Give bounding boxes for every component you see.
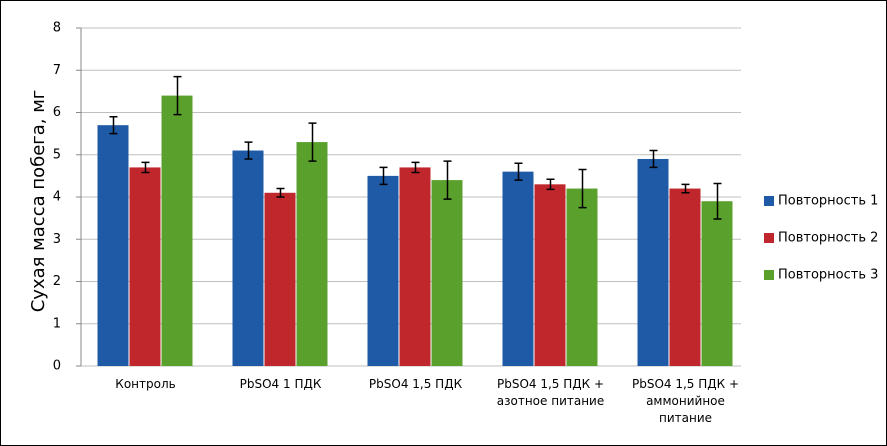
legend-swatch: [764, 270, 774, 280]
bar: [264, 192, 296, 366]
y-tick-label: 3: [53, 232, 61, 247]
error-bar: [173, 75, 182, 116]
error-bar: [379, 166, 388, 186]
legend-swatch: [764, 196, 774, 206]
bar: [161, 95, 193, 366]
error-bar: [443, 160, 452, 200]
error-bar: [578, 168, 587, 209]
legend-label: Повторность 3: [778, 268, 878, 283]
y-tick-label: 4: [53, 190, 61, 205]
error-bar: [411, 161, 420, 174]
bar: [129, 167, 161, 366]
bar: [399, 167, 431, 366]
error-bar: [649, 149, 658, 169]
bar: [232, 150, 264, 366]
y-tick-label: 0: [53, 359, 61, 374]
bar: [296, 142, 328, 366]
x-tick-label: PbSO4 1 ПДК: [239, 377, 322, 391]
bar: [502, 171, 534, 366]
y-tick-label: 2: [53, 274, 61, 289]
error-bar: [681, 183, 690, 194]
y-tick-label: 5: [53, 147, 61, 162]
error-bar: [276, 187, 285, 198]
error-bar: [109, 115, 118, 135]
error-bar: [514, 162, 523, 181]
bar: [431, 180, 463, 366]
error-bar: [546, 178, 555, 191]
error-bar: [308, 122, 317, 162]
legend-label: Повторность 2: [778, 231, 878, 246]
bar: [701, 201, 733, 366]
y-tick-label: 7: [53, 63, 61, 78]
x-tick-label: PbSO4 1,5 ПДК + азотное питание: [496, 377, 605, 408]
bar: [367, 175, 399, 366]
error-bar: [713, 182, 722, 220]
bar: [97, 125, 129, 366]
bar: [637, 158, 669, 366]
legend-swatch: [764, 233, 774, 243]
x-tick-label: PbSO4 1,5 ПДК: [368, 377, 463, 391]
y-tick-label: 6: [53, 105, 61, 120]
legend-label: Повторность 1: [778, 194, 878, 209]
x-tick-label: Контроль: [115, 377, 176, 391]
error-bar: [244, 141, 253, 160]
y-tick-label: 1: [53, 316, 61, 331]
bar: [669, 188, 701, 366]
y-tick-label: 8: [53, 21, 61, 36]
bar: [534, 184, 566, 366]
x-tick-label: PbSO4 1,5 ПДК + аммонийное питание: [631, 377, 740, 425]
bar: [566, 188, 598, 366]
error-bar: [141, 161, 150, 174]
y-axis-label: Сухая масса побега, мг: [28, 90, 49, 313]
